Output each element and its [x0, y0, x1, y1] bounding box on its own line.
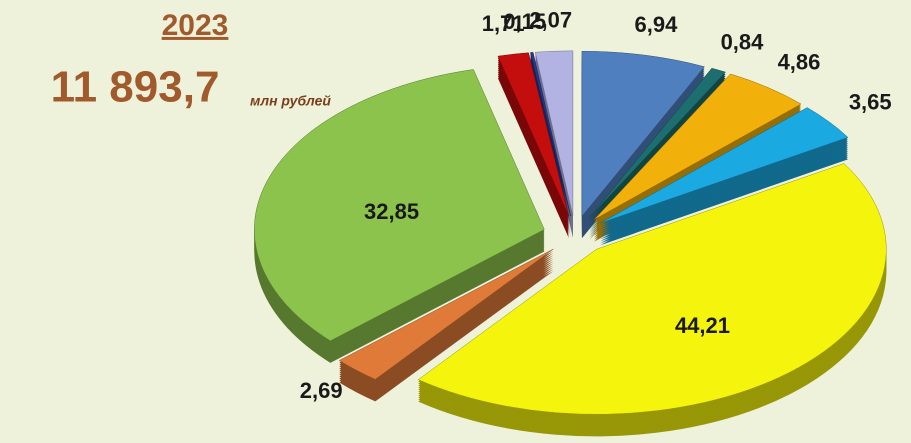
- slice: [589, 67, 726, 218]
- slice: [254, 69, 545, 342]
- slice: [417, 163, 887, 415]
- slice: [530, 52, 571, 217]
- total-value: 11 893,7: [51, 63, 220, 112]
- slice: [593, 73, 802, 220]
- slice: [338, 248, 554, 380]
- unit-label: млн рублей: [250, 93, 331, 109]
- data-label: 44,21: [675, 313, 730, 338]
- data-label: 2,07: [529, 7, 572, 32]
- slice: [497, 52, 570, 217]
- data-label: 6,94: [635, 12, 679, 37]
- data-label: 4,86: [778, 49, 821, 74]
- data-label: 32,85: [364, 199, 419, 224]
- slice-side: [530, 54, 571, 218]
- data-label: 3,65: [849, 89, 892, 114]
- slice: [534, 50, 574, 216]
- slice-side: [530, 58, 571, 222]
- slice-side: [530, 56, 571, 220]
- data-label: 0,15: [503, 9, 546, 34]
- chart-title: 2023: [162, 9, 229, 42]
- slice: [581, 51, 705, 217]
- data-label: 0,84: [721, 29, 765, 54]
- slice: [600, 107, 849, 224]
- data-label: 2,69: [300, 378, 343, 403]
- data-label: 1,71: [482, 11, 525, 36]
